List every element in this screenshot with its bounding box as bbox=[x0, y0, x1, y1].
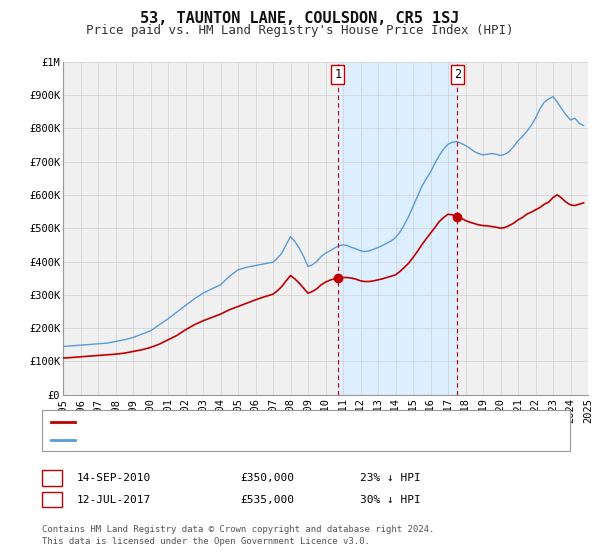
Text: 2: 2 bbox=[49, 493, 55, 506]
Text: 53, TAUNTON LANE, COULSDON, CR5 1SJ (detached house): 53, TAUNTON LANE, COULSDON, CR5 1SJ (det… bbox=[79, 417, 430, 427]
Text: Price paid vs. HM Land Registry's House Price Index (HPI): Price paid vs. HM Land Registry's House … bbox=[86, 24, 514, 36]
Text: 14-SEP-2010: 14-SEP-2010 bbox=[77, 473, 151, 483]
Text: 1: 1 bbox=[49, 471, 55, 484]
Text: £350,000: £350,000 bbox=[240, 473, 294, 483]
Text: HPI: Average price, detached house, Croydon: HPI: Average price, detached house, Croy… bbox=[79, 435, 370, 445]
Bar bbox=[338, 62, 457, 395]
Text: 53, TAUNTON LANE, COULSDON, CR5 1SJ: 53, TAUNTON LANE, COULSDON, CR5 1SJ bbox=[140, 11, 460, 26]
Text: 2: 2 bbox=[454, 68, 461, 81]
Text: 12-JUL-2017: 12-JUL-2017 bbox=[77, 494, 151, 505]
Text: £535,000: £535,000 bbox=[240, 494, 294, 505]
Text: 1: 1 bbox=[334, 68, 341, 81]
Text: 30% ↓ HPI: 30% ↓ HPI bbox=[360, 494, 421, 505]
Text: Contains HM Land Registry data © Crown copyright and database right 2024.
This d: Contains HM Land Registry data © Crown c… bbox=[42, 525, 434, 546]
Text: 23% ↓ HPI: 23% ↓ HPI bbox=[360, 473, 421, 483]
